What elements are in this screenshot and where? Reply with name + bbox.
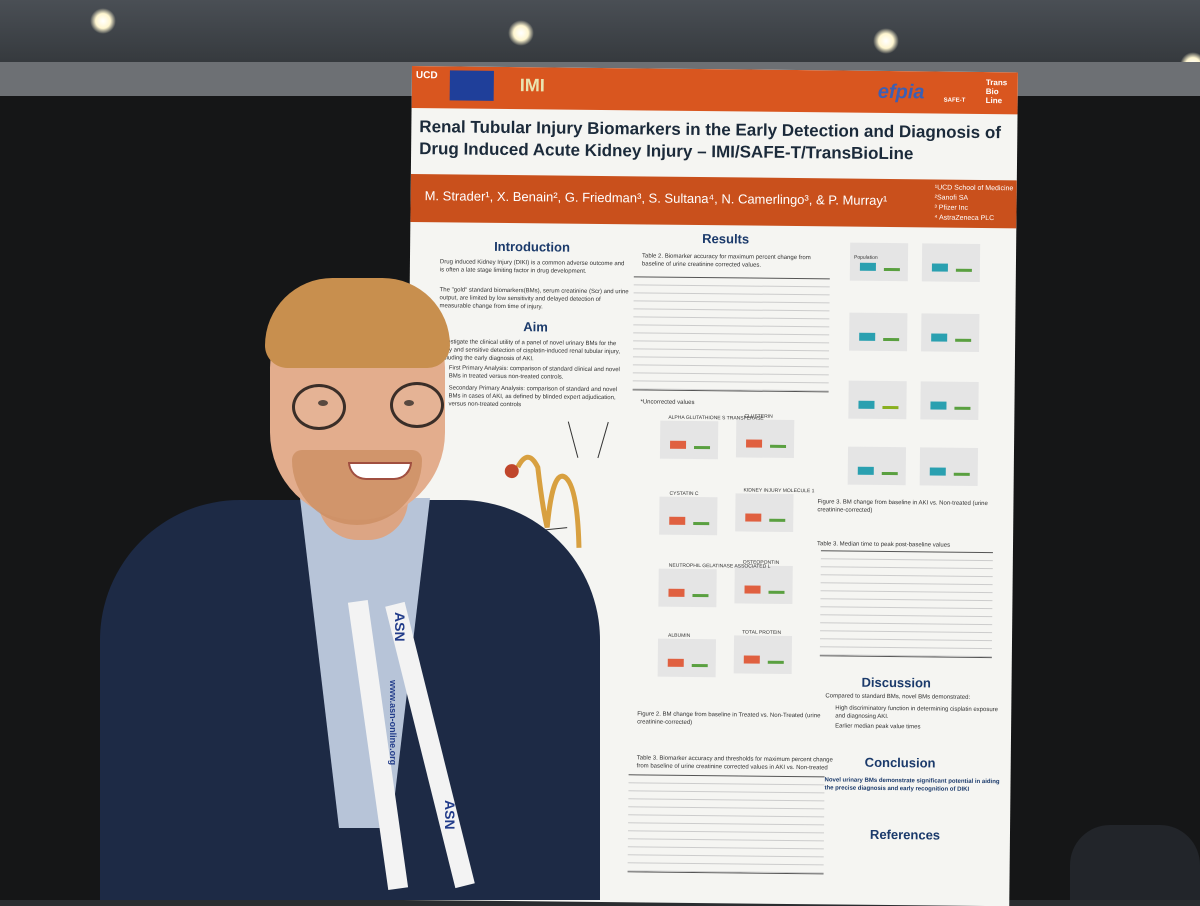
boxplot: [735, 419, 795, 459]
table3-caption: Table 3. Median time to peak post-baseli…: [816, 541, 951, 549]
efpia-logo: efpia: [877, 80, 925, 104]
boxplot: [921, 313, 980, 352]
intro-text-2: The "gold" standard biomarkers(BMs), ser…: [439, 287, 629, 311]
glasses-lens-icon: [292, 384, 346, 430]
boxplot: [735, 493, 794, 533]
table-row: [627, 863, 824, 874]
plot-label: OSTEOPONTIN: [742, 559, 780, 566]
figure3-caption: Figure 3. BM change from baseline in AKI…: [817, 499, 988, 514]
boxplot: [847, 446, 907, 486]
discussion-point: Earlier median peak value times: [835, 723, 921, 731]
poster-header-band: UCD IMI efpia SAFE-T Trans Bio Line: [411, 66, 1018, 115]
plot-label: KIDNEY INJURY MOLECULE 1: [743, 487, 815, 495]
ucd-logo: UCD: [415, 70, 438, 82]
affiliations: ¹UCD School of Medicine ²Sanofi SA ³ Pfi…: [934, 183, 1013, 224]
plot-label: CYSTATIN C: [669, 490, 699, 498]
table2: [632, 276, 830, 393]
plot-label: ALBUMIN: [668, 632, 691, 639]
table3b: [627, 774, 825, 875]
boxplot: [658, 568, 717, 608]
conclusion-text: Novel urinary BMs demonstrate significan…: [824, 777, 1000, 793]
author-list: M. Strader¹, X. Benain², G. Friedman³, S…: [424, 188, 888, 208]
table3b-caption: Table 3. Biomarker accuracy and threshol…: [636, 755, 833, 772]
coat-on-hanger: [1070, 825, 1200, 900]
plot-label: CLUSTERIN: [744, 413, 773, 420]
aim-text: Investigate the clinical utility of a pa…: [438, 339, 621, 363]
boxplot: [920, 381, 979, 420]
introduction-heading: Introduction: [494, 238, 571, 255]
ceiling: [0, 0, 1200, 78]
ceiling-light: [873, 28, 899, 54]
discussion-point: High discriminatory function in determin…: [835, 705, 999, 721]
results-heading: Results: [702, 231, 750, 247]
aim-primary: First Primary Analysis: comparison of st…: [448, 365, 620, 381]
table-row: [632, 381, 829, 392]
boxplot: [849, 242, 909, 282]
boxplot: [848, 380, 907, 420]
aim-heading: Aim: [523, 319, 548, 335]
table3: [819, 550, 993, 659]
lanyard-brand: ASN: [442, 800, 458, 830]
boxplot: [919, 447, 979, 486]
boxplot: [659, 420, 719, 460]
uncorrected-note: *Uncorrected values: [640, 399, 695, 406]
table2-caption: Table 2. Biomarker accuracy for maximum …: [641, 253, 811, 269]
person-smile: [348, 462, 412, 480]
imi-logo: IMI: [519, 75, 545, 96]
table-row: [819, 647, 992, 658]
ceiling-light: [508, 20, 534, 46]
conclusion-heading: Conclusion: [864, 754, 936, 771]
aim-secondary: Secondary Primary Analysis: comparison o…: [448, 385, 618, 409]
lanyard-brand: ASN: [392, 612, 408, 642]
person-hair: [265, 278, 450, 368]
discussion-heading: Discussion: [861, 674, 932, 691]
discussion-text: Compared to standard BMs, novel BMs demo…: [825, 693, 971, 701]
boxplot: [921, 243, 981, 282]
plot-label: TOTAL PROTEIN: [742, 629, 782, 636]
eu-flag-icon: [449, 70, 494, 101]
population-label: Population: [853, 254, 878, 261]
boxplot: [659, 496, 718, 536]
intro-text: Drug induced Kidney Injury (DIKI) is a c…: [439, 259, 625, 275]
lanyard-url: www.asn-online.org: [388, 680, 398, 766]
author-band: M. Strader¹, X. Benain², G. Friedman³, S…: [410, 173, 1017, 229]
references-heading: References: [869, 826, 941, 843]
ceiling-light: [90, 8, 116, 34]
boxplot: [733, 635, 793, 675]
affiliation: ⁴ AstraZeneca PLC: [934, 214, 995, 223]
poster-title: Renal Tubular Injury Biomarkers in the E…: [419, 117, 1002, 164]
glasses-lens-icon: [390, 382, 444, 428]
boxplot: [849, 312, 908, 352]
boxplot: [657, 638, 717, 678]
transbioline-logo: Trans Bio Line: [985, 78, 1008, 106]
figure2-caption: Figure 2. BM change from baseline in Tre…: [637, 711, 821, 726]
safet-logo: SAFE-T: [943, 97, 966, 104]
boxplot: [734, 565, 793, 605]
